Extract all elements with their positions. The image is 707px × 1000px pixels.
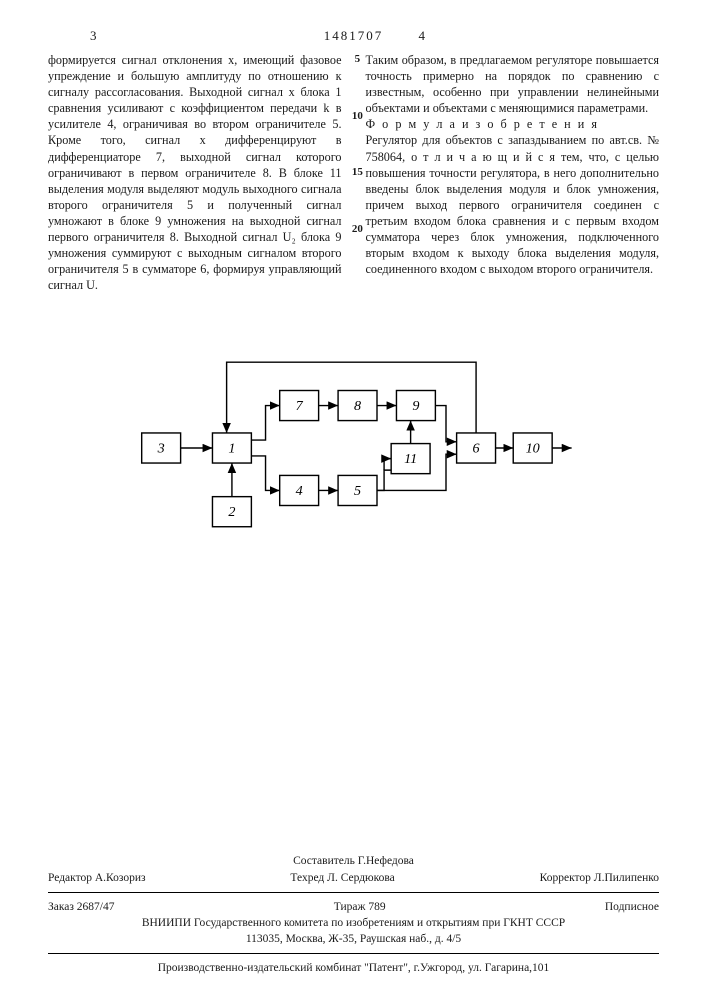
left-col-text: формируется сигнал отклонения x, имеющий… xyxy=(48,53,342,292)
svg-text:1: 1 xyxy=(228,441,235,457)
line-number: 5 xyxy=(347,52,367,67)
svg-text:5: 5 xyxy=(353,483,360,499)
right-col-p2: Регулятор для объектов с запаздыванием п… xyxy=(366,133,660,276)
corrector: Корректор Л.Пилипенко xyxy=(540,870,659,886)
text-columns: 5 10 15 20 формируется сигнал отклонения… xyxy=(48,52,659,293)
svg-text:6: 6 xyxy=(472,441,479,457)
page-num-right: 4 xyxy=(419,28,428,44)
line-number: 20 xyxy=(347,222,367,237)
svg-text:2: 2 xyxy=(228,505,235,521)
compiler: Составитель Г.Нефедова xyxy=(48,853,659,869)
right-col-p1: Таким образом, в предлагаемом регуляторе… xyxy=(366,53,660,115)
formula-heading: Ф о р м у л а и з о б р е т е н и я xyxy=(366,117,599,131)
svg-text:10: 10 xyxy=(525,441,539,457)
order-no: Заказ 2687/47 xyxy=(48,899,115,915)
left-column: формируется сигнал отклонения x, имеющий… xyxy=(48,52,342,293)
svg-text:9: 9 xyxy=(412,398,419,414)
right-column: Таким образом, в предлагаемом регуляторе… xyxy=(366,52,660,293)
svg-text:11: 11 xyxy=(404,451,417,467)
tirazh: Тираж 789 xyxy=(334,899,386,915)
patent-number: 1481707 xyxy=(324,28,384,44)
editor: Редактор А.Козориз xyxy=(48,870,146,886)
addr: 113035, Москва, Ж-35, Раушская наб., д. … xyxy=(48,931,659,947)
svg-text:8: 8 xyxy=(353,398,360,414)
line-number-gutter: 5 10 15 20 xyxy=(347,52,367,278)
org: ВНИИПИ Государственного комитета по изоб… xyxy=(48,915,659,931)
sign: Подписное xyxy=(605,899,659,915)
block-diagram: 3 2 1 7 8 9 4 5 11 6 10 xyxy=(124,333,584,563)
line-number: 10 xyxy=(347,109,367,124)
svg-text:7: 7 xyxy=(295,398,303,414)
imprint-footer: Составитель Г.Нефедова Редактор А.Козори… xyxy=(48,853,659,976)
svg-text:4: 4 xyxy=(295,483,302,499)
line-number: 15 xyxy=(347,165,367,180)
techred: Техред Л. Сердюкова xyxy=(290,870,394,886)
press: Производственно-издательский комбинат "П… xyxy=(48,960,659,976)
svg-text:3: 3 xyxy=(156,441,164,457)
page-num-left: 3 xyxy=(90,28,99,44)
